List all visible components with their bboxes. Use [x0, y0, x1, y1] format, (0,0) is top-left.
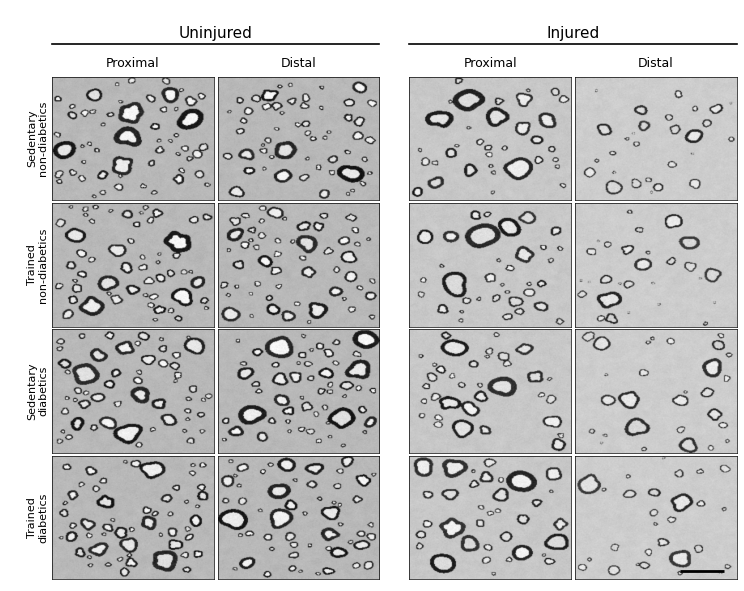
- Text: Sedentary
diabetics: Sedentary diabetics: [27, 362, 48, 420]
- Text: Injured: Injured: [546, 27, 600, 41]
- Text: Sedentary
non-diabetics: Sedentary non-diabetics: [27, 101, 48, 176]
- Text: Trained
diabetics: Trained diabetics: [27, 492, 48, 543]
- Text: Proximal: Proximal: [106, 57, 160, 70]
- Text: Uninjured: Uninjured: [179, 27, 253, 41]
- Text: Proximal: Proximal: [464, 57, 517, 70]
- Text: Trained
non-diabetics: Trained non-diabetics: [27, 227, 48, 303]
- Text: Distal: Distal: [638, 57, 673, 70]
- Text: Distal: Distal: [280, 57, 316, 70]
